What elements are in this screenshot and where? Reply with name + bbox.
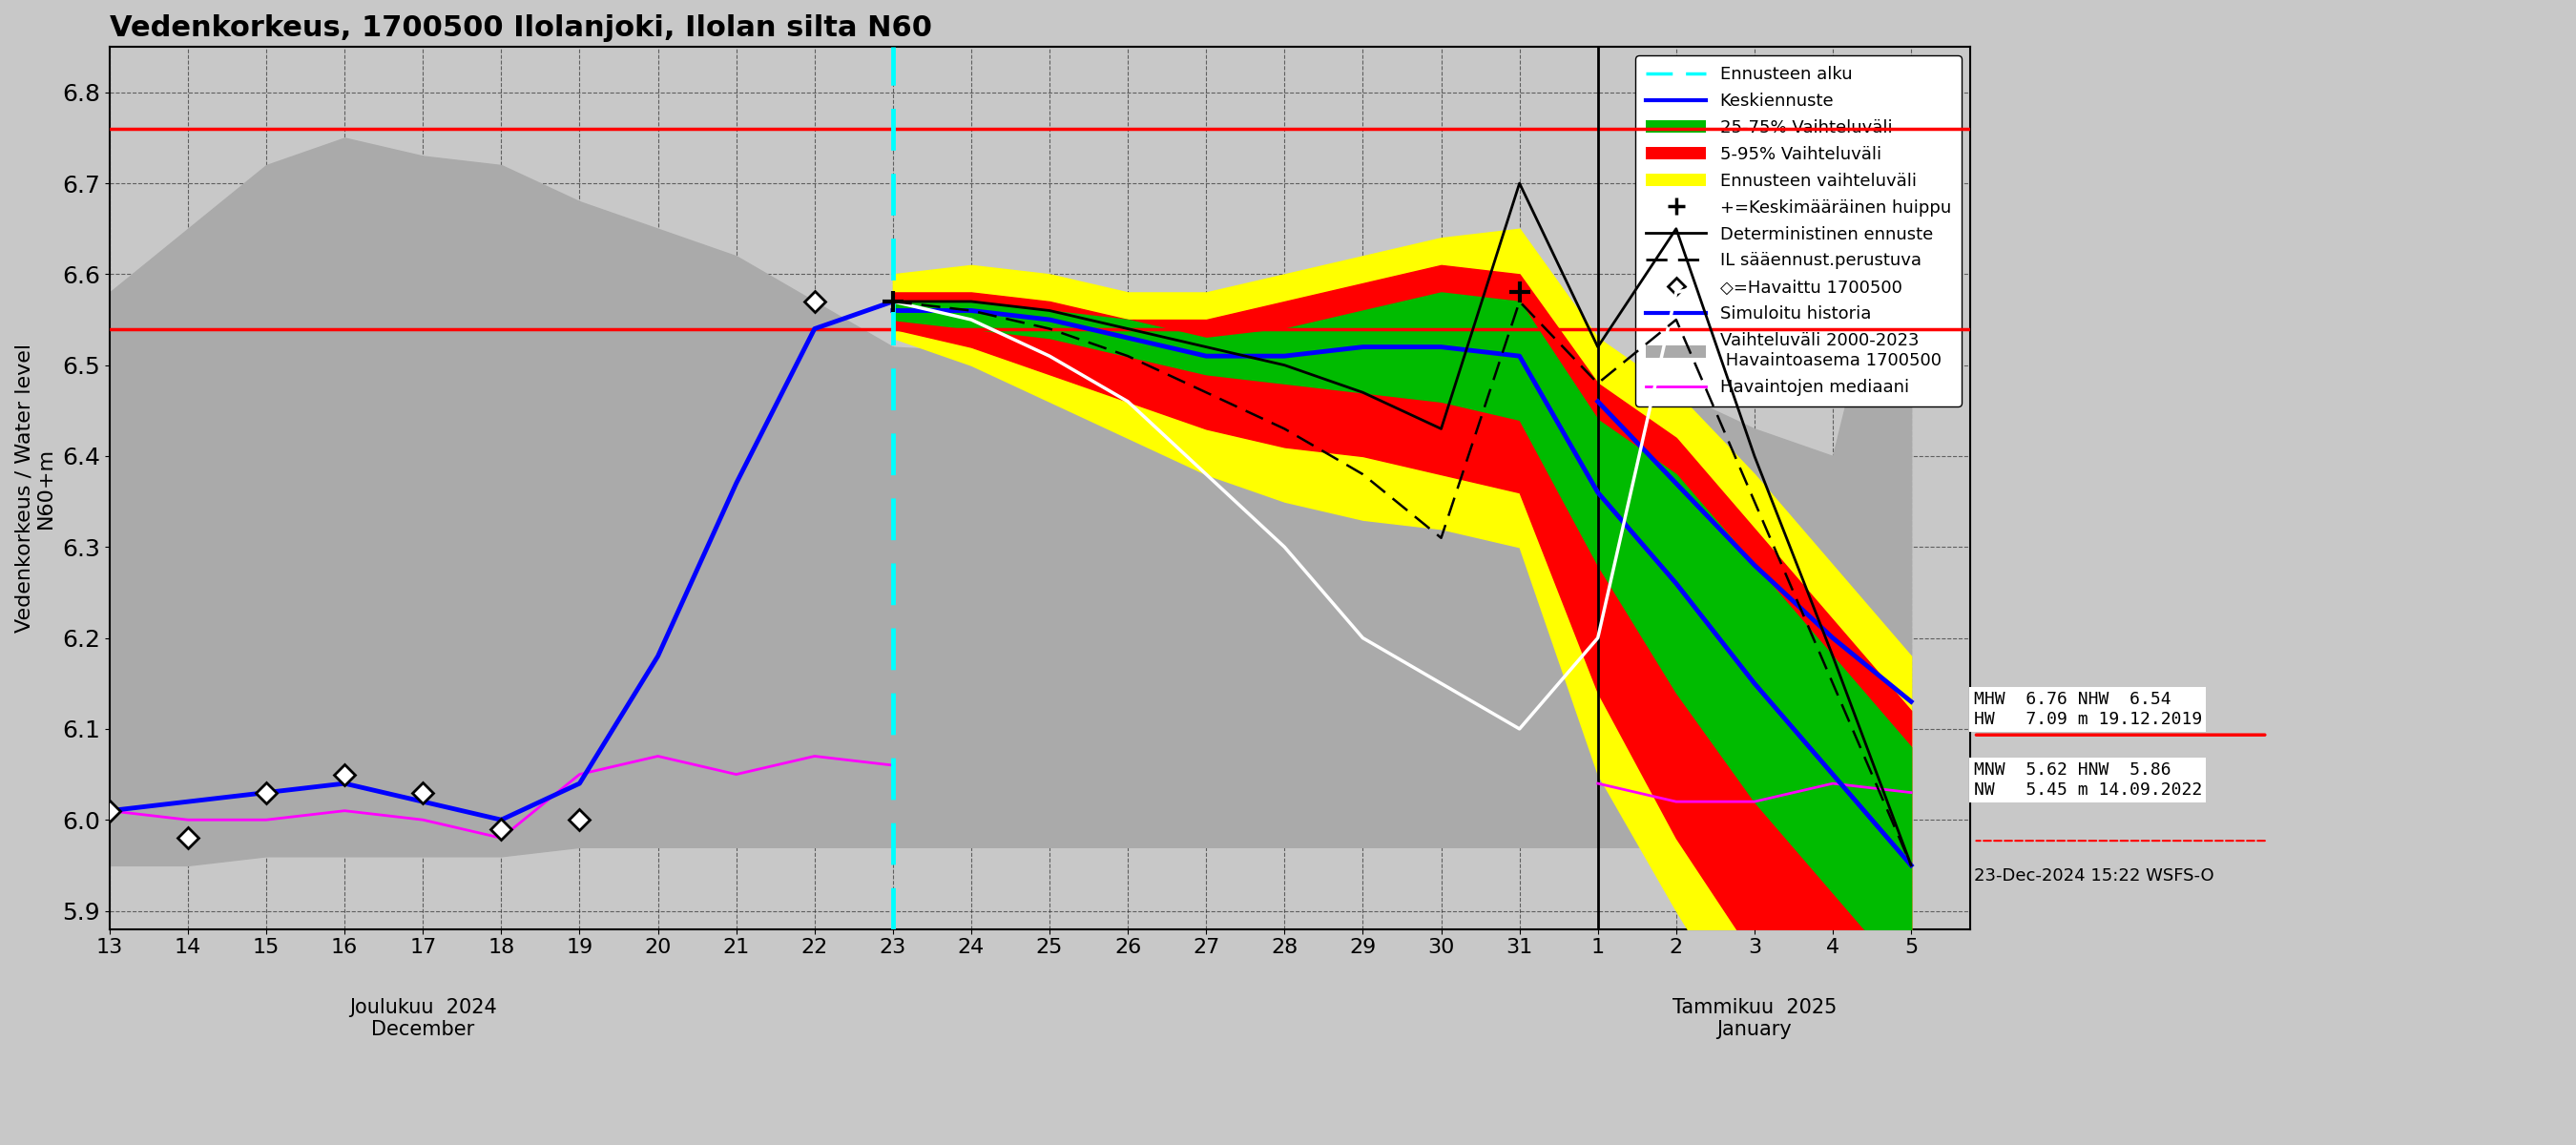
Text: Joulukuu  2024
December: Joulukuu 2024 December xyxy=(350,997,497,1039)
Text: Tammikuu  2025
January: Tammikuu 2025 January xyxy=(1672,997,1837,1039)
Y-axis label: Vedenkorkeus / Water level
N60+m: Vedenkorkeus / Water level N60+m xyxy=(15,344,57,632)
Text: 23-Dec-2024 15:22 WSFS-O: 23-Dec-2024 15:22 WSFS-O xyxy=(1973,867,2213,884)
Text: MHW  6.76 NHW  6.54
HW   7.09 m 19.12.2019: MHW 6.76 NHW 6.54 HW 7.09 m 19.12.2019 xyxy=(1973,690,2202,728)
Text: MNW  5.62 HNW  5.86
NW   5.45 m 14.09.2022: MNW 5.62 HNW 5.86 NW 5.45 m 14.09.2022 xyxy=(1973,761,2202,798)
Text: Vedenkorkeus, 1700500 Ilolanjoki, Ilolan silta N60: Vedenkorkeus, 1700500 Ilolanjoki, Ilolan… xyxy=(111,14,933,42)
Legend: Ennusteen alku, Keskiennuste, 25-75% Vaihteluväli, 5-95% Vaihteluväli, Ennusteen: Ennusteen alku, Keskiennuste, 25-75% Vai… xyxy=(1636,55,1960,406)
